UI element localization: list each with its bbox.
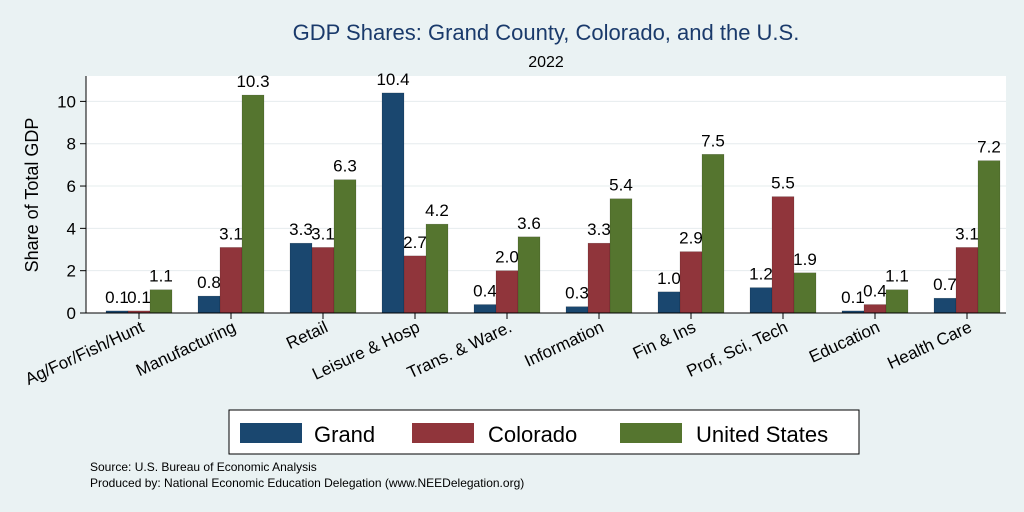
data-label: 0.7 <box>933 275 957 294</box>
legend-box <box>228 409 860 455</box>
data-label: 6.3 <box>333 157 357 176</box>
bar-united-states-health-care <box>977 160 1001 314</box>
y-tick-label: 8 <box>67 135 76 154</box>
bar-grand-trans-ware <box>473 304 497 314</box>
data-label: 3.3 <box>587 220 611 239</box>
bar-united-states-trans-ware <box>517 236 541 314</box>
bar-united-states-fin-ins <box>701 154 725 314</box>
bar-colorado-leisure-hosp <box>403 255 427 314</box>
data-label: 1.1 <box>149 267 173 286</box>
y-tick-label: 10 <box>57 92 76 111</box>
bar-united-states-prof-sci-tech <box>793 272 817 314</box>
data-label: 4.2 <box>425 201 449 220</box>
data-label: 3.3 <box>289 220 313 239</box>
legend-swatch-grand <box>240 423 302 443</box>
data-label: 0.4 <box>863 282 887 301</box>
data-label: 3.1 <box>955 224 979 243</box>
y-tick-label: 2 <box>67 262 76 281</box>
bar-colorado-information <box>587 242 611 314</box>
bar-grand-prof-sci-tech <box>749 287 773 314</box>
data-label: 10.4 <box>376 70 409 89</box>
y-tick-label: 6 <box>67 177 76 196</box>
data-label: 5.5 <box>771 174 795 193</box>
source-note: Source: U.S. Bureau of Economic Analysis <box>90 460 317 474</box>
bar-united-states-manufacturing <box>241 94 265 314</box>
bar-united-states-education <box>885 289 909 314</box>
bar-colorado-health-care <box>955 247 979 314</box>
bar-grand-manufacturing <box>197 295 221 314</box>
legend-label-grand: Grand <box>314 422 375 447</box>
bar-colorado-trans-ware <box>495 270 519 314</box>
bar-colorado-retail <box>311 247 335 314</box>
bar-colorado-manufacturing <box>219 247 243 314</box>
y-tick-label: 4 <box>67 219 76 238</box>
bar-grand-health-care <box>933 297 957 314</box>
data-label: 0.1 <box>105 288 129 307</box>
data-label: 1.9 <box>793 250 817 269</box>
bar-colorado-fin-ins <box>679 251 703 314</box>
data-label: 7.5 <box>701 131 725 150</box>
bar-colorado-education <box>863 304 887 314</box>
data-label: 0.1 <box>841 288 865 307</box>
legend-label-united-states: United States <box>696 422 828 447</box>
data-label: 1.0 <box>657 269 681 288</box>
data-label: 3.1 <box>219 224 243 243</box>
data-label: 2.7 <box>403 233 427 252</box>
data-label: 0.1 <box>127 288 151 307</box>
data-label: 3.6 <box>517 214 541 233</box>
legend-label-colorado: Colorado <box>488 422 577 447</box>
data-label: 3.1 <box>311 224 335 243</box>
data-label: 1.1 <box>885 267 909 286</box>
y-tick-label: 0 <box>67 304 76 323</box>
y-axis-label: Share of Total GDP <box>22 118 42 273</box>
data-label: 2.9 <box>679 229 703 248</box>
data-label: 0.8 <box>197 273 221 292</box>
data-label: 7.2 <box>977 138 1001 157</box>
chart-subtitle: 2022 <box>528 54 564 71</box>
chart-title: GDP Shares: Grand County, Colorado, and … <box>293 20 800 45</box>
data-label: 0.3 <box>565 284 589 303</box>
produced-by-note: Produced by: National Economic Education… <box>90 476 524 490</box>
data-label: 10.3 <box>236 72 269 91</box>
data-label: 5.4 <box>609 176 633 195</box>
legend-swatch-colorado <box>412 423 474 443</box>
data-label: 0.4 <box>473 282 497 301</box>
bar-colorado-prof-sci-tech <box>771 196 795 314</box>
bar-grand-information <box>565 306 589 314</box>
bar-grand-retail <box>289 242 313 314</box>
bar-united-states-information <box>609 198 633 314</box>
bar-united-states-retail <box>333 179 357 314</box>
bar-grand-leisure-hosp <box>381 92 405 314</box>
data-label: 1.2 <box>749 265 773 284</box>
bar-united-states-ag-for-fish-hunt <box>149 289 173 314</box>
bar-grand-fin-ins <box>657 291 681 314</box>
bar-united-states-leisure-hosp <box>425 223 449 314</box>
data-label: 2.0 <box>495 248 519 267</box>
legend-swatch-united-states <box>620 423 682 443</box>
legend: Grand Colorado United States <box>228 409 860 455</box>
